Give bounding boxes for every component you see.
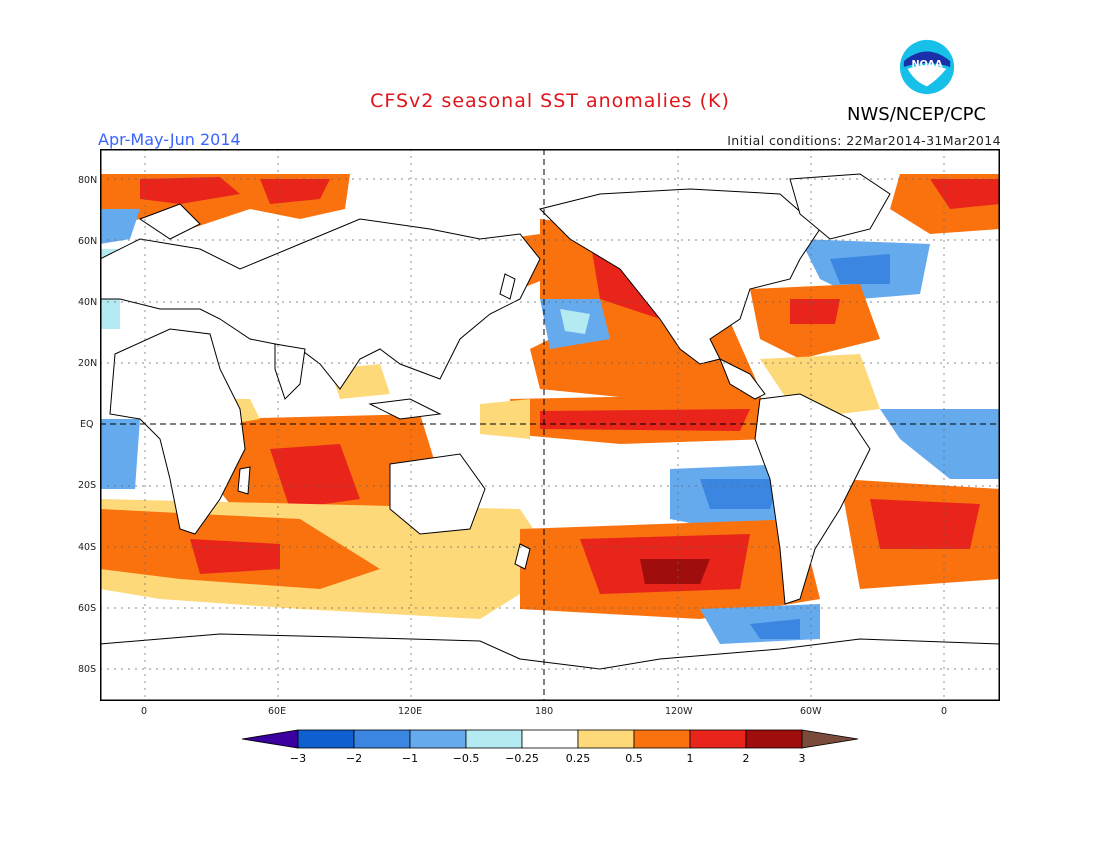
logo-text: NOAA [912,59,944,70]
noaa-logo-icon: NOAA [899,39,955,95]
color-legend: −3 −2 −1 −0.5 −0.25 0.25 0.5 1 2 3 [241,729,859,765]
india-outline [274,343,306,400]
legend-level-label: −0.5 [453,752,480,765]
agency-label: NWS/NCEP/CPC [847,104,987,125]
legend-swatch [745,729,803,749]
legend-level-label: 1 [687,752,694,765]
lat-label-40s: 40S [78,542,97,553]
australia-outline [389,453,486,535]
lon-label-60w: 60W [800,706,822,717]
graticule [100,149,1000,701]
eurasia-outline [100,218,541,390]
antarctica-outline [100,633,1000,701]
africa-outline [109,328,246,535]
lon-label-0-east: 0 [941,706,948,717]
legend-level-label: 3 [799,752,806,765]
lon-label-120e: 120E [398,706,423,717]
legend-swatch [689,729,747,749]
scandinavia-outline [138,203,201,240]
sst-anomaly-map [100,149,1000,701]
equator-dateline [100,149,1000,701]
map-title: CFSv2 seasonal SST anomalies (K) [370,90,730,112]
madagascar-outline [237,466,251,495]
lat-label-40n: 40N [78,297,98,308]
central-america-outline [719,357,766,400]
legend-swatch [633,729,691,749]
lat-label-60n: 60N [78,236,98,247]
legend-swatch [353,729,411,749]
legend-swatch [521,729,579,749]
lat-label-80s: 80S [78,664,97,675]
lat-label-60s: 60S [78,603,97,614]
legend-swatch-above-max [801,729,859,749]
legend-level-label: −0.25 [505,752,539,765]
legend-level-label: 0.25 [566,752,591,765]
lat-label-20s: 20S [78,480,97,491]
legend-swatch [577,729,635,749]
legend-level-label: 0.5 [625,752,643,765]
south-america-outline [754,393,871,605]
greenland-outline [789,173,891,240]
legend-level-label: −1 [402,752,418,765]
lon-label-0-west: 0 [141,706,148,717]
lat-label-80n: 80N [78,175,98,186]
lat-label-20n: 20N [78,358,98,369]
legend-swatch [297,729,355,749]
legend-level-label: −3 [290,752,306,765]
new-zealand-outline [514,543,531,570]
legend-level-label: −2 [346,752,362,765]
lon-label-180: 180 [535,706,554,717]
legend-swatch-below-min [241,729,299,749]
lon-label-120w: 120W [665,706,693,717]
forecast-period: Apr-May-Jun 2014 [98,130,241,149]
japan-outline [499,273,516,300]
lat-label-eq: EQ [80,419,94,430]
land-masses [100,173,1000,701]
legend-swatch [409,729,467,749]
initial-conditions: Initial conditions: 22Mar2014-31Mar2014 [727,133,1001,148]
lon-label-60e: 60E [268,706,287,717]
legend-swatch [465,729,523,749]
legend-level-label: 2 [743,752,750,765]
indonesia-outline [368,398,442,420]
